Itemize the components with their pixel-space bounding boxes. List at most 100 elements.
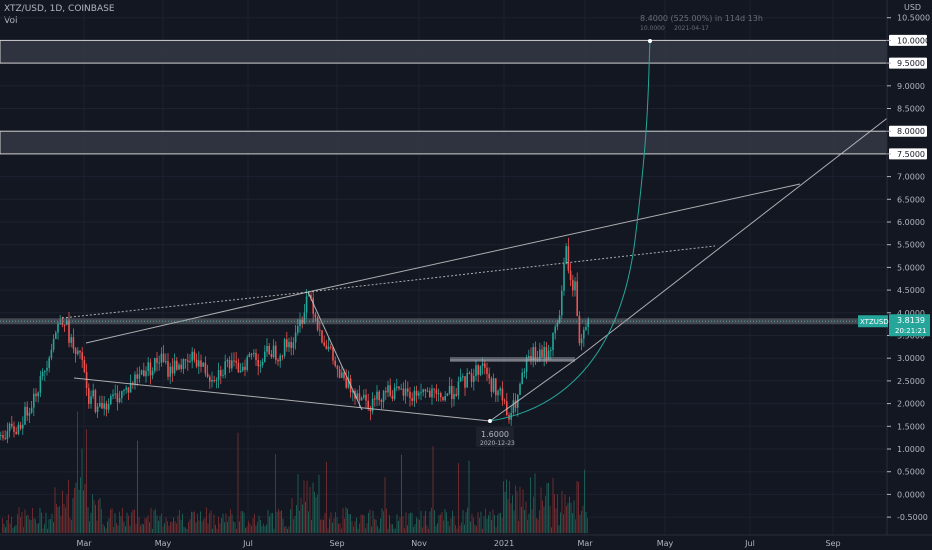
volume-bar [102, 524, 104, 533]
volume-bar [9, 523, 11, 533]
candle-body [578, 315, 581, 344]
volume-bar [515, 485, 516, 533]
low-date-label: 2020-12-23 [480, 440, 515, 447]
volume-bar [35, 519, 36, 533]
volume-bar [390, 523, 392, 533]
candle-body [85, 371, 88, 389]
candle-body [503, 400, 506, 402]
volume-bar [465, 512, 467, 533]
candle-body [501, 388, 504, 401]
volume-bar [167, 521, 168, 533]
candle-body [321, 330, 323, 343]
candle-body [220, 370, 222, 376]
volume-bar [17, 514, 18, 533]
candle-body [308, 295, 310, 297]
volume-bar [380, 518, 381, 533]
volume-bar [206, 507, 207, 533]
candle-body [446, 393, 449, 396]
candle-body [224, 361, 226, 375]
volume-bar [81, 448, 83, 533]
candle-body [374, 398, 376, 400]
candle-body [367, 400, 369, 409]
candle-body [550, 350, 552, 352]
candle-body [176, 360, 178, 370]
volume-bar [20, 516, 21, 533]
volume-bar [446, 512, 447, 533]
time-tick-label-8: Jul [744, 539, 755, 548]
volume-bar [221, 518, 222, 533]
volume-bar [456, 528, 458, 533]
volume-bar [123, 521, 125, 533]
volume-bar [497, 514, 498, 533]
volume-bar [341, 528, 342, 533]
volume-bar [242, 511, 243, 533]
candle-body [118, 398, 121, 402]
volume-bar [219, 523, 221, 533]
candle-body [512, 400, 515, 414]
volume-bar [255, 525, 257, 533]
volume-bar [51, 513, 53, 533]
volume-bar [359, 523, 360, 533]
volume-bar [455, 525, 456, 533]
volume-bar [335, 512, 336, 533]
price-tick-label-20: 0.5000 [897, 468, 925, 477]
volume-bar [212, 528, 213, 533]
volume-bar [89, 521, 90, 533]
candle-body [81, 352, 83, 361]
volume-bar [344, 518, 345, 533]
volume-bar [26, 515, 27, 533]
volume-bar [485, 508, 486, 533]
volume-bar [479, 517, 480, 533]
volume-bar [153, 510, 155, 533]
candle-body [371, 398, 374, 412]
volume-bar [368, 512, 369, 533]
candle-body [215, 379, 218, 382]
volume-bar [407, 525, 408, 533]
volume-bar [572, 513, 573, 533]
volume-bar [443, 520, 444, 533]
candle-body [193, 351, 196, 360]
time-tick-label-6: Mar [577, 539, 593, 548]
candle-body [206, 373, 209, 377]
volume-bar [263, 523, 264, 533]
volume-bar [498, 513, 500, 533]
target-text: 8.4000 (525.00%) in 114d 13h [640, 14, 763, 23]
volume-bar [483, 516, 485, 533]
volume-bar [197, 513, 198, 533]
volume-bar [168, 525, 170, 533]
candle-body [145, 371, 147, 377]
candle-body [171, 366, 174, 374]
volume-bar [21, 511, 23, 533]
time-tick-label-7: May [657, 539, 674, 548]
candle-body [382, 390, 385, 402]
volume-bar [540, 487, 542, 533]
candle-body [90, 396, 92, 404]
volume-bar [201, 521, 203, 533]
candle-body [72, 337, 75, 349]
candle-body [255, 352, 257, 360]
volume-bar [204, 517, 206, 533]
trendline-drop [307, 291, 363, 411]
candle-body [387, 385, 389, 393]
volume-bar [222, 513, 224, 533]
volume-label: Vol [4, 16, 18, 26]
candle-body [26, 406, 28, 416]
volume-bar [14, 526, 15, 533]
volume-bar [500, 512, 501, 533]
candle-body [55, 332, 57, 339]
candle-body [138, 374, 141, 379]
volume-bar [185, 527, 186, 533]
volume-bar [111, 508, 113, 533]
candle-body [248, 354, 251, 358]
low-price-label: 1.6000 [481, 430, 509, 439]
candle-body [385, 390, 387, 393]
candle-body [547, 350, 550, 360]
volume-bar [470, 521, 471, 533]
candle-body [242, 366, 244, 371]
candle-body [453, 394, 455, 400]
time-tick-label-3: Sep [329, 539, 344, 548]
candle-body [165, 361, 167, 363]
volume-bar [41, 512, 42, 533]
candle-body [162, 353, 165, 362]
